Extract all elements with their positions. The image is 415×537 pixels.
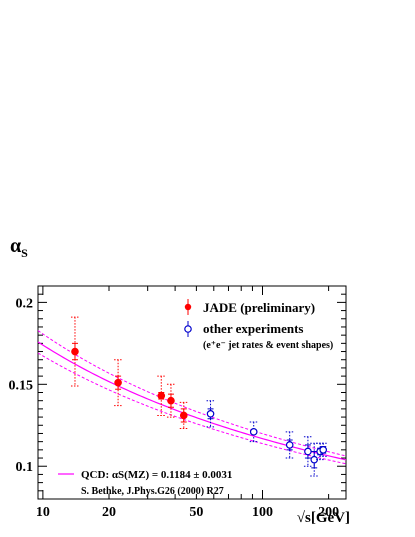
qcd-central-curve — [37, 341, 347, 461]
x-tick-label: 50 — [189, 505, 203, 520]
x-axis-label: √s[GeV] — [297, 510, 350, 526]
legend: JADE (preliminary) other experiments (e⁺… — [184, 299, 333, 351]
data-point-other — [249, 421, 258, 443]
data-point-jade — [166, 383, 175, 418]
legend-marker-jade — [184, 299, 192, 315]
legend-label-other-sub: (e⁺e⁻ jet rates & event shapes) — [203, 340, 333, 351]
x-tick-label: 10 — [36, 505, 50, 520]
legend-label-jade: JADE (preliminary) — [203, 300, 315, 315]
y-tick-label: 0.2 — [16, 296, 34, 311]
data-points — [70, 316, 328, 477]
y-axis-label: αS — [10, 235, 28, 260]
data-point-jade — [157, 375, 166, 416]
data-point-other — [319, 442, 328, 457]
legend-marker-other — [184, 321, 192, 337]
y-tick-label: 0.1 — [16, 460, 34, 475]
x-tick-label: 200 — [318, 505, 339, 520]
qcd-upper-band — [37, 330, 347, 457]
qcd-lower-band — [37, 352, 347, 465]
x-tick-label: 20 — [102, 505, 116, 520]
data-point-other — [285, 431, 294, 459]
data-point-jade — [179, 401, 188, 430]
data-point-other — [206, 400, 215, 428]
qcd-label: QCD: αS(MZ) = 0.1184 ± 0.0031 — [81, 469, 232, 481]
axis-ticks — [38, 285, 346, 500]
qcd-annotation: QCD: αS(MZ) = 0.1184 ± 0.0031 S. Bethke,… — [58, 469, 232, 497]
data-point-other — [303, 436, 312, 467]
qcd-curves — [37, 330, 347, 465]
tick-labels: 10 20 50 100 200 0.1 0.15 0.2 — [9, 296, 340, 520]
plot-frame — [37, 285, 347, 500]
x-tick-label: 100 — [252, 505, 273, 520]
data-point-jade — [70, 316, 79, 387]
legend-label-other: other experiments — [203, 321, 303, 336]
plot-border — [37, 285, 347, 500]
data-point-jade — [114, 359, 123, 407]
y-tick-label: 0.15 — [9, 378, 34, 393]
qcd-reference: S. Bethke, J.Phys.G26 (2000) R27 — [81, 486, 224, 497]
